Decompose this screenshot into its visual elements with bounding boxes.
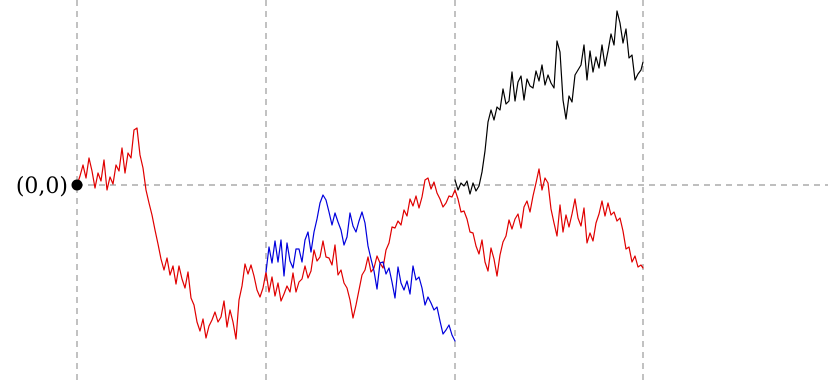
origin-label: (0,0): [16, 174, 68, 199]
guide-lines: [76, 0, 828, 383]
origin-point: [71, 179, 83, 191]
black-random-walk-path: [454, 10, 644, 195]
red-random-walk-path: [76, 127, 644, 340]
blue-random-walk-path: [265, 194, 456, 342]
